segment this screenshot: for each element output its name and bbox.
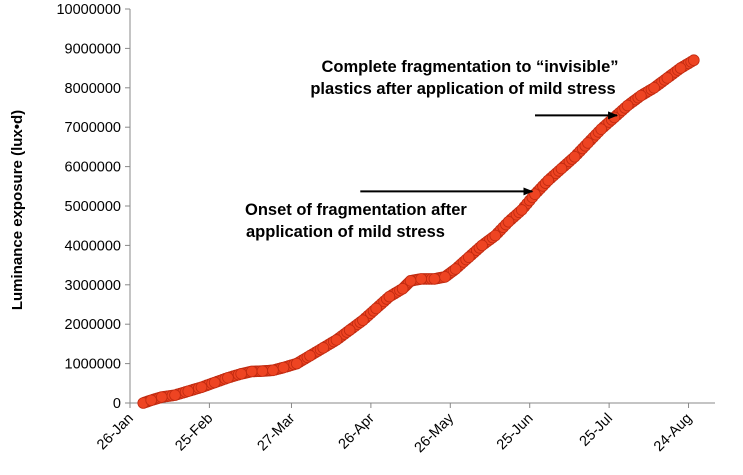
annotation-onset-line2: application of mild stress bbox=[246, 223, 445, 241]
data-point bbox=[529, 188, 541, 200]
data-point bbox=[290, 357, 303, 370]
annotations: Complete fragmentation to “invisible” pla… bbox=[245, 58, 619, 241]
data-point bbox=[145, 394, 157, 407]
data-point bbox=[383, 290, 396, 303]
data-point bbox=[428, 273, 441, 285]
data-point bbox=[208, 376, 221, 389]
x-tick-label: 24-Aug bbox=[651, 411, 695, 455]
data-point bbox=[555, 162, 568, 175]
data-point bbox=[688, 54, 700, 67]
data-point bbox=[330, 334, 343, 346]
y-tick-label: 8000000 bbox=[65, 81, 121, 97]
x-tick-label: 26-May bbox=[412, 410, 458, 456]
data-point bbox=[304, 349, 316, 362]
data-point bbox=[674, 62, 687, 74]
data-point bbox=[489, 229, 502, 242]
data-point bbox=[343, 324, 356, 336]
data-point bbox=[439, 271, 451, 283]
annotation-complete-fragmentation-line2: plastics after application of mild stres… bbox=[310, 80, 615, 98]
y-tick-label: 4000000 bbox=[65, 238, 121, 254]
y-tick-label: 1000000 bbox=[65, 357, 121, 373]
data-point bbox=[568, 150, 581, 163]
data-point bbox=[648, 82, 660, 94]
y-tick-label: 2000000 bbox=[65, 317, 121, 333]
y-tick-label: 6000000 bbox=[65, 160, 121, 176]
data-point bbox=[404, 275, 417, 287]
x-tick-label: 25-Feb bbox=[172, 411, 216, 455]
data-point bbox=[608, 111, 621, 124]
data-point bbox=[463, 251, 475, 264]
data-point bbox=[182, 385, 195, 397]
data-point bbox=[256, 365, 269, 377]
data-point bbox=[595, 123, 607, 135]
data-point bbox=[449, 263, 462, 275]
annotation-complete-fragmentation-line1: Complete fragmentation to “invisible” bbox=[321, 58, 618, 76]
y-tick-label: 9000000 bbox=[65, 41, 121, 57]
data-point bbox=[515, 204, 528, 216]
data-point bbox=[169, 389, 181, 401]
x-tick-label: 25-Jun bbox=[494, 411, 537, 454]
data-point bbox=[582, 137, 594, 149]
data-point bbox=[277, 361, 290, 374]
data-point bbox=[621, 99, 634, 112]
y-tick-label: 10000000 bbox=[56, 2, 121, 18]
y-tick-label: 0 bbox=[113, 396, 121, 412]
y-tick-label: 3000000 bbox=[65, 278, 121, 294]
data-point bbox=[222, 371, 234, 384]
data-point bbox=[357, 314, 369, 327]
data-point bbox=[635, 89, 647, 102]
y-tick-label: 5000000 bbox=[65, 199, 121, 215]
data-point bbox=[235, 368, 247, 380]
y-axis-label: Luminance exposure (lux•d) bbox=[9, 110, 26, 310]
data-point bbox=[317, 342, 330, 354]
data-point bbox=[245, 365, 258, 378]
x-tick-label: 26-Apr bbox=[336, 410, 378, 452]
data-point bbox=[415, 273, 427, 285]
x-tick-label: 27-Mar bbox=[255, 410, 299, 454]
data-point bbox=[195, 381, 208, 394]
data-point bbox=[155, 391, 168, 403]
data-point bbox=[396, 282, 409, 295]
data-point bbox=[476, 239, 488, 252]
y-tick-label: 7000000 bbox=[65, 120, 121, 136]
data-point bbox=[267, 364, 279, 377]
data-point bbox=[542, 174, 555, 187]
data-point bbox=[370, 302, 382, 315]
data-point bbox=[661, 72, 674, 84]
data-point bbox=[502, 215, 515, 228]
x-tick-label: 26-Jan bbox=[94, 411, 137, 454]
x-tick-label: 25-Jul bbox=[577, 411, 616, 450]
data-series bbox=[137, 54, 700, 409]
annotation-onset-line1: Onset of fragmentation after bbox=[245, 201, 467, 219]
